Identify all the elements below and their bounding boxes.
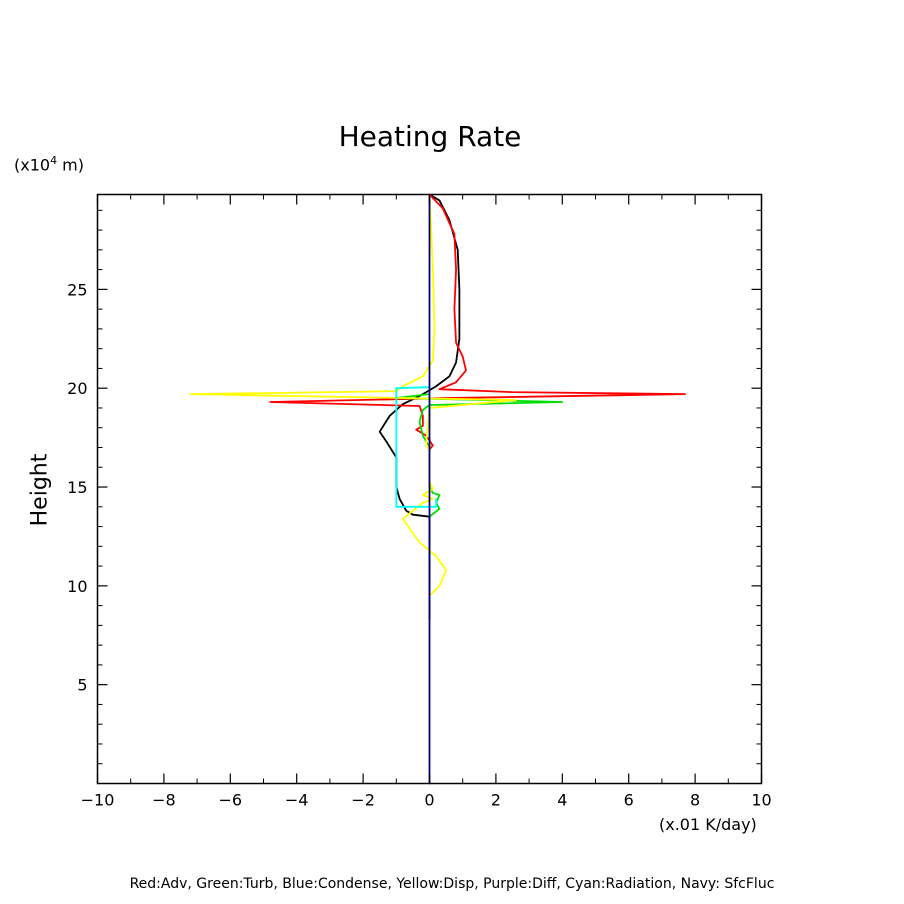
series-line-5	[395, 386, 438, 508]
y-axis-unit: (x104 m)	[14, 154, 84, 174]
y-unit-tail: m)	[57, 155, 84, 175]
legend-text: Red:Adv, Green:Turb, Blue:Condense, Yell…	[129, 876, 775, 892]
y-tick-label: 5	[77, 676, 87, 695]
series-layer	[189, 193, 687, 785]
series-line-3	[189, 193, 517, 597]
x-tick-label: −10	[81, 791, 115, 810]
y-tick-label: 25	[67, 280, 87, 299]
x-tick-label: 8	[690, 791, 700, 810]
x-tick-label: −4	[285, 791, 309, 810]
chart-title: Heating Rate	[338, 120, 522, 153]
ticks-layer: −10 −8 −6 −4 −2 0 2 4 6 8 10 5 10 15 20 25	[67, 194, 772, 810]
x-tick-label: 10	[751, 791, 771, 810]
y-tick-label: 15	[67, 478, 87, 497]
x-tick-label: 6	[624, 791, 634, 810]
y-tick-label: 10	[67, 577, 87, 596]
x-tick-label: 4	[557, 791, 567, 810]
x-tick-label: −8	[152, 791, 176, 810]
x-tick-label: 2	[491, 791, 501, 810]
x-tick-label: 0	[424, 791, 434, 810]
x-tick-label: −2	[351, 791, 375, 810]
x-axis-label: (x.01 K/day)	[659, 815, 757, 834]
y-tick-label: 20	[67, 379, 87, 398]
y-unit-base: (x10	[14, 155, 51, 175]
series-line-1	[269, 193, 687, 451]
x-tick-label: −6	[219, 791, 243, 810]
y-unit-exponent: 4	[50, 154, 58, 167]
